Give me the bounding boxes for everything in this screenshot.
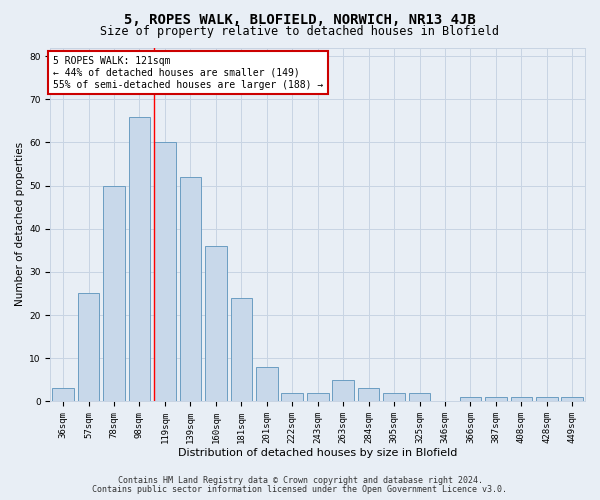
Bar [383,392,405,402]
Bar [179,177,201,402]
Text: 5 ROPES WALK: 121sqm
← 44% of detached houses are smaller (149)
55% of semi-deta: 5 ROPES WALK: 121sqm ← 44% of detached h… [53,56,323,90]
Bar [511,397,532,402]
Bar [358,388,379,402]
Bar [256,367,278,402]
Bar [128,116,151,402]
Y-axis label: Number of detached properties: Number of detached properties [15,142,25,306]
X-axis label: Distribution of detached houses by size in Blofield: Distribution of detached houses by size … [178,448,457,458]
Bar [78,294,100,402]
Bar [562,397,583,402]
Text: Size of property relative to detached houses in Blofield: Size of property relative to detached ho… [101,25,499,38]
Bar [460,397,481,402]
Bar [230,298,252,402]
Bar [332,380,354,402]
Bar [536,397,557,402]
Bar [307,392,329,402]
Text: Contains HM Land Registry data © Crown copyright and database right 2024.: Contains HM Land Registry data © Crown c… [118,476,482,485]
Bar [485,397,507,402]
Bar [409,392,430,402]
Bar [52,388,74,402]
Bar [154,142,176,402]
Bar [103,186,125,402]
Bar [281,392,303,402]
Text: Contains public sector information licensed under the Open Government Licence v3: Contains public sector information licen… [92,485,508,494]
Text: 5, ROPES WALK, BLOFIELD, NORWICH, NR13 4JB: 5, ROPES WALK, BLOFIELD, NORWICH, NR13 4… [124,12,476,26]
Bar [205,246,227,402]
